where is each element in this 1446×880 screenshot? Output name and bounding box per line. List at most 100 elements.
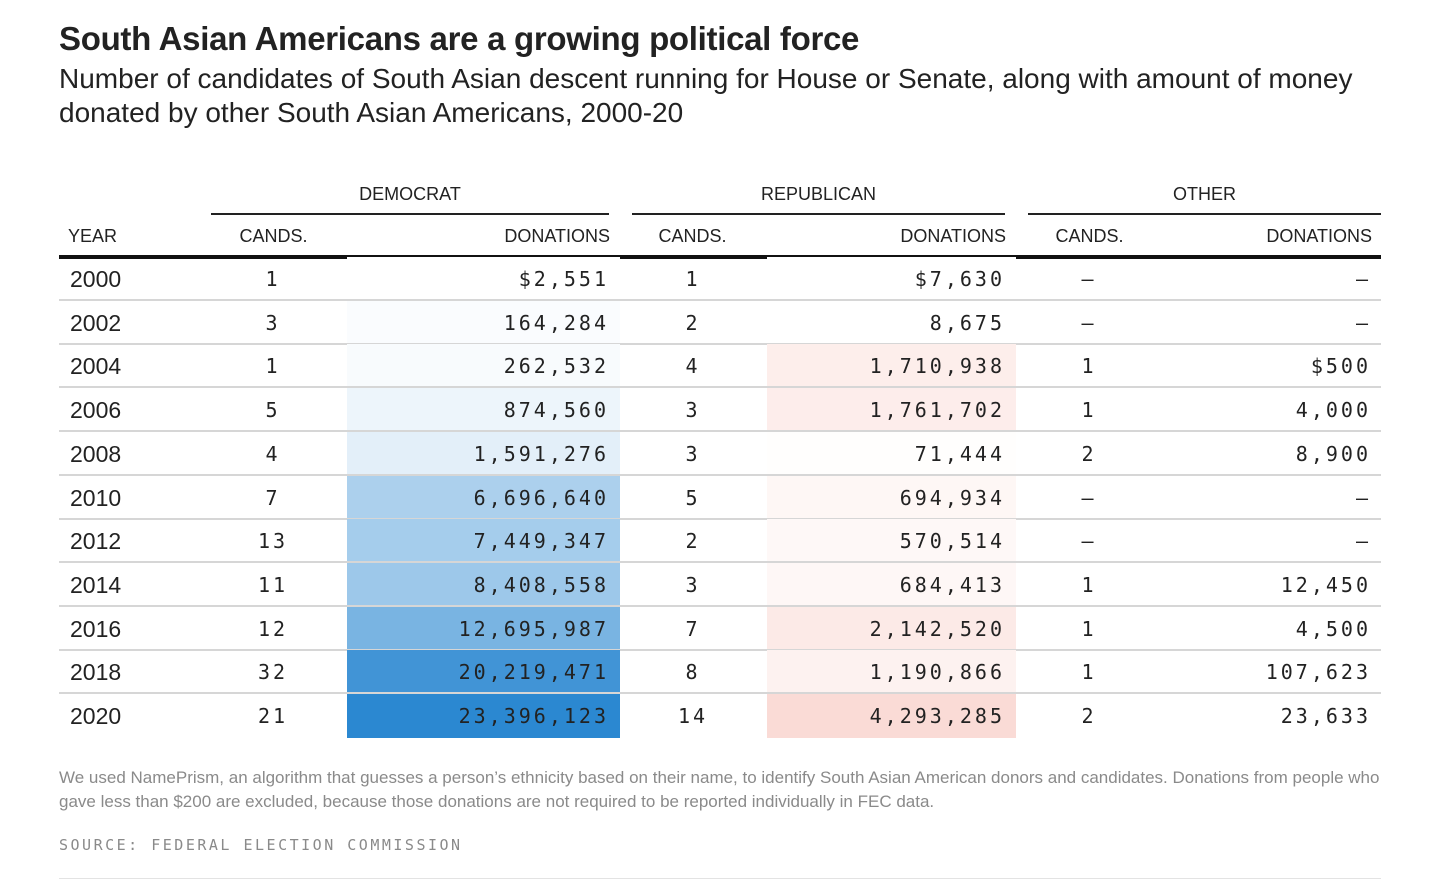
oth-cands-cell: – [1081,485,1097,510]
rep-donations-cell: 1,710,938 [869,354,1005,379]
oth-donations-cell: – [1355,485,1371,510]
dem-cands-cell: 3 [265,310,281,335]
dem-donation-shade [347,475,620,520]
rep-donations-cell: 71,444 [914,441,1005,466]
source-line: SOURCE: FEDERAL ELECTION COMMISSION [59,836,463,854]
rep-donation-shade [767,606,1016,651]
dem-donation-shade [347,606,620,651]
year-cell: 2010 [70,484,122,511]
oth-cands-cell: – [1081,310,1097,335]
rep-cands-cell: 2 [685,310,701,335]
oth-cands-cell: – [1081,267,1097,291]
year-cell: 2008 [70,440,122,467]
group-rule-other [1028,213,1381,215]
dem-donations-cell: 262,532 [503,354,609,379]
oth-cands-cell: 1 [1081,398,1097,423]
oth-cands-cell: 1 [1081,354,1097,379]
dem-donation-shade [347,257,620,301]
dem-donation-shade [347,562,620,607]
table-row: 2020 21 23,396,123 14 4,293,285 2 23,633 [59,694,1381,738]
rep-donation-shade [767,694,1016,738]
column-header-dem-donations: DONATIONS [504,226,610,246]
dem-donations-cell: 20,219,471 [458,660,609,685]
footer-rule [59,878,1381,879]
rep-donations-cell: 2,142,520 [869,616,1005,641]
rep-donation-shade [767,388,1016,433]
rep-cands-cell: 2 [685,529,701,554]
dem-cands-cell: 1 [265,267,281,291]
oth-cands-cell: 1 [1081,572,1097,597]
dem-donation-shade [347,344,620,389]
footnote: We used NamePrism, an algorithm that gue… [59,768,1380,811]
year-cell: 2012 [70,528,122,555]
dem-donation-shade [347,388,620,433]
table-row: 2014 11 8,408,558 3 684,413 1 12,450 [59,562,1381,607]
group-rule-democrat [211,213,609,215]
dem-donations-cell: 874,560 [503,398,609,423]
dem-cands-cell: 1 [265,354,281,379]
row-divider [59,561,1381,564]
dem-cands-cell: 32 [257,660,289,685]
dem-donations-cell: 164,284 [503,310,609,335]
chart-subtitle: Number of candidates of South Asian desc… [59,63,1353,128]
column-header-oth-cands: CANDS. [1055,226,1124,246]
year-cell: 2020 [70,703,122,729]
dem-donation-shade [347,650,620,695]
rep-donations-cell: 570,514 [899,529,1005,554]
dem-donations-cell: 23,396,123 [458,704,609,728]
rep-cands-cell: 4 [685,354,701,379]
rep-cands-cell: 5 [685,485,701,510]
oth-donations-cell: – [1355,310,1371,335]
table-row: 2018 32 20,219,471 8 1,190,866 1 107,623 [59,650,1381,695]
rep-donations-cell: 1,761,702 [869,398,1005,423]
dem-cands-cell: 12 [257,616,289,641]
table-row: 2008 4 1,591,276 3 71,444 2 8,900 [59,431,1381,476]
column-header-oth-donations: DONATIONS [1266,226,1372,246]
rep-donations-cell: 8,675 [929,310,1005,335]
dem-donations-cell: $2,551 [518,267,609,291]
table-row: 2004 1 262,532 4 1,710,938 1 $500 [59,344,1381,389]
oth-donations-cell: 4,500 [1295,616,1371,641]
row-divider [59,692,1381,695]
rep-donations-cell: $7,630 [914,267,1005,291]
rep-donation-shade [767,562,1016,607]
oth-donations-cell: 12,450 [1280,572,1371,597]
dem-donations-cell: 7,449,347 [473,529,609,554]
rep-donations-cell: 4,293,285 [869,704,1005,728]
dem-donations-cell: 12,695,987 [458,616,609,641]
column-header-year: YEAR [68,226,118,246]
row-divider [59,604,1381,607]
oth-donations-cell: $500 [1310,354,1371,379]
year-cell: 2002 [70,309,122,336]
table-row: 2000 1 $2,551 1 $7,630 – – [59,257,1381,301]
oth-cands-cell: 2 [1081,441,1097,466]
year-cell: 2016 [70,615,122,642]
rep-donations-cell: 694,934 [899,485,1005,510]
rep-cands-cell: 3 [685,398,701,423]
dem-cands-cell: 5 [265,398,281,423]
group-rule-republican [632,213,1005,215]
oth-donations-cell: 8,900 [1295,441,1371,466]
rep-donation-shade [767,650,1016,695]
column-header-rep-cands: CANDS. [658,226,727,246]
rep-donation-shade [767,431,1016,476]
dem-donations-cell: 1,591,276 [473,441,609,466]
chart-title: South Asian Americans are a growing poli… [59,20,860,57]
column-header-rep-donations: DONATIONS [900,226,1006,246]
oth-cands-cell: 1 [1081,660,1097,685]
oth-donations-cell: – [1355,267,1371,291]
year-cell: 2018 [70,659,122,686]
dem-cands-cell: 13 [257,529,289,554]
rep-cands-cell: 7 [685,616,701,641]
oth-cands-cell: 2 [1081,704,1097,728]
oth-donations-cell: 4,000 [1295,398,1371,423]
rep-cands-cell: 1 [685,267,701,291]
dem-donation-shade [347,431,620,476]
table-row: 2016 12 12,695,987 7 2,142,520 1 4,500 [59,606,1381,651]
table-row: 2006 5 874,560 3 1,761,702 1 4,000 [59,388,1381,433]
group-header-republican: REPUBLICAN [760,184,877,204]
dem-cands-cell: 21 [257,704,289,728]
oth-donations-cell: 23,633 [1280,704,1371,728]
year-cell: 2000 [70,266,122,292]
group-header-democrat: DEMOCRAT [359,184,461,204]
